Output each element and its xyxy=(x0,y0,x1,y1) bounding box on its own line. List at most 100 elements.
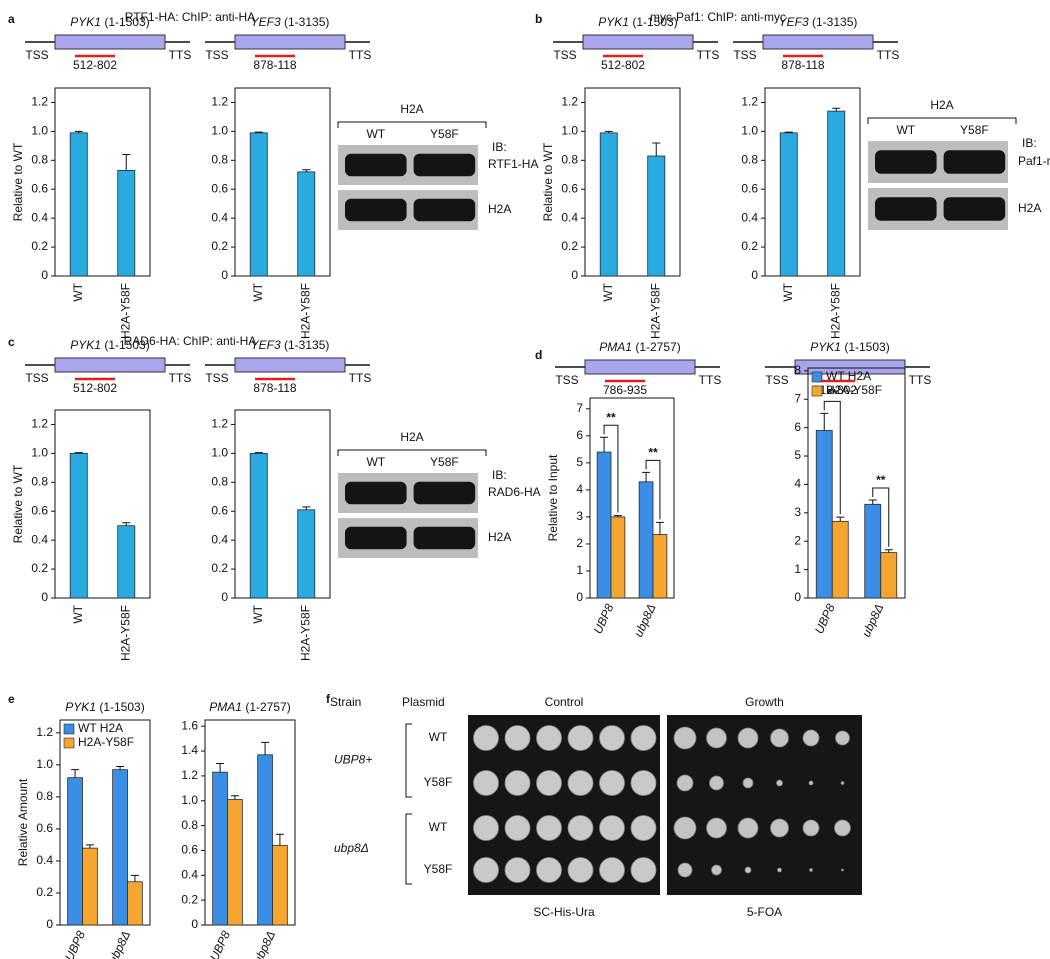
y-tick-label: 0 xyxy=(221,590,228,604)
bar xyxy=(880,552,898,599)
bar xyxy=(815,430,833,599)
y-tick-label: 0.8 xyxy=(211,474,228,488)
colony-spot xyxy=(706,727,727,749)
colony-spot xyxy=(567,770,594,796)
error-bar xyxy=(652,142,661,156)
tss-label: TSS xyxy=(555,373,578,387)
blot-header: H2A xyxy=(400,430,423,444)
blot-row-label: H2A xyxy=(488,530,511,544)
gene-range: (1-1503) xyxy=(844,340,889,354)
y-tick-label: 0.4 xyxy=(181,867,198,881)
blot-header: H2A xyxy=(930,98,953,112)
panel-label: d xyxy=(535,348,542,362)
significance-label: ** xyxy=(648,445,658,459)
bar xyxy=(112,769,128,926)
bar xyxy=(652,534,668,599)
bar xyxy=(69,132,88,277)
panel-label: e xyxy=(8,692,15,706)
colony-spot xyxy=(504,857,531,883)
colony-spot xyxy=(841,868,844,872)
error-bar xyxy=(254,452,263,454)
gene-symbol: PMA1 xyxy=(599,340,632,354)
amplicon-label: 878-118 xyxy=(253,381,296,395)
bar xyxy=(212,771,228,926)
colony-spot xyxy=(504,770,531,796)
colony-spot xyxy=(536,770,562,796)
amplicon-label: 512-802 xyxy=(73,381,117,395)
y-tick-label: 0.8 xyxy=(36,789,53,803)
colony-spot xyxy=(567,815,594,841)
plot-frame xyxy=(234,409,331,599)
colony-spot xyxy=(473,725,499,751)
y-tick-label: 0.6 xyxy=(36,821,53,835)
y-tick-label: 0 xyxy=(41,268,48,282)
plot-frame xyxy=(234,87,331,277)
x-tick-label: H2A-Y58F xyxy=(118,605,132,661)
gene-symbol: YEF3 xyxy=(251,338,281,352)
y-tick-label: 0.8 xyxy=(561,152,578,166)
colony-spot xyxy=(770,818,789,838)
plot-frame xyxy=(54,87,151,277)
blot-band xyxy=(413,198,476,222)
amplicon-label: 512-802 xyxy=(601,58,645,72)
bar xyxy=(779,132,798,277)
legend-label: H2A-Y58F xyxy=(78,735,134,749)
gene-range: (1-1503) xyxy=(632,15,677,29)
y-tick-label: 0.4 xyxy=(561,210,578,224)
tts-label: TTS xyxy=(169,371,192,385)
error-bar xyxy=(261,741,270,755)
y-tick-label: 1 xyxy=(794,562,801,576)
plate-medium: SC-His-Ura xyxy=(533,905,595,919)
colony-spot xyxy=(777,867,782,873)
colony-spot xyxy=(834,819,851,837)
tss-label: TSS xyxy=(733,48,756,62)
plot-frame xyxy=(764,87,861,277)
colony-spot xyxy=(536,725,562,751)
colony-spot xyxy=(776,779,783,787)
y-tick-label: 0.6 xyxy=(561,181,578,195)
blot-band xyxy=(413,481,476,505)
blot-band xyxy=(345,198,407,222)
error-bar xyxy=(613,515,622,517)
y-tick-label: 2 xyxy=(794,533,801,547)
plate-title: Control xyxy=(545,695,584,709)
strain-label: ubp8Δ xyxy=(334,841,369,855)
column-header: Plasmid xyxy=(402,695,445,709)
lane-label: WT xyxy=(366,127,385,141)
x-tick-label: H2A-Y58F xyxy=(828,283,842,339)
colony-spot xyxy=(630,725,657,751)
y-tick-label: 1.6 xyxy=(181,718,198,732)
y-tick-label: 0.8 xyxy=(31,474,48,488)
x-tick-label: UBP8 xyxy=(62,928,88,959)
y-tick-label: 0.2 xyxy=(211,239,228,253)
ib-label: IB: xyxy=(492,468,507,482)
y-tick-label: 0.6 xyxy=(211,181,228,195)
amplicon-label: 786-935 xyxy=(603,383,647,397)
error-bar xyxy=(836,516,845,522)
gene-name: YEF3 (1-3135) xyxy=(251,338,330,352)
colony-spot xyxy=(676,774,694,792)
y-tick-label: 0.4 xyxy=(211,532,228,546)
gene-symbol: PYK1 xyxy=(70,15,101,29)
x-tick-label: ubp8Δ xyxy=(631,602,658,639)
y-tick-label: 0.2 xyxy=(31,561,48,575)
lane-label: Y58F xyxy=(960,123,989,137)
y-tick-label: 0.4 xyxy=(741,210,758,224)
colony-spot xyxy=(473,770,499,796)
plot-frame xyxy=(204,719,296,926)
strain-label: UBP8+ xyxy=(334,753,372,767)
significance-label: ** xyxy=(876,473,886,487)
plot-frame xyxy=(584,87,681,277)
gene-name: PYK1 (1-1503) xyxy=(598,15,677,29)
y-tick-label: 0.2 xyxy=(211,561,228,575)
tts-label: TTS xyxy=(349,48,372,62)
y-tick-label: 0.4 xyxy=(31,210,48,224)
colony-spot xyxy=(706,817,727,839)
y-tick-label: 1.0 xyxy=(741,124,758,138)
tss-label: TSS xyxy=(25,371,48,385)
blot-bracket xyxy=(867,117,1017,124)
blot-band xyxy=(943,150,1006,174)
panel-label: b xyxy=(535,12,542,26)
colony-spot xyxy=(630,815,657,841)
